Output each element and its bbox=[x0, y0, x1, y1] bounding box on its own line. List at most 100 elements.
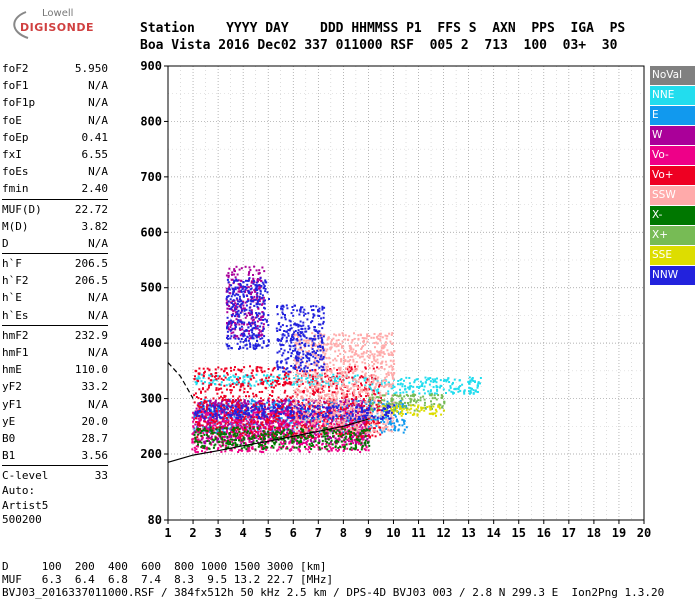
data-point-e bbox=[297, 424, 300, 427]
data-point-w bbox=[263, 403, 266, 406]
data-point-vo- bbox=[240, 383, 243, 386]
data-point-e bbox=[210, 425, 213, 428]
data-point-vo- bbox=[274, 384, 277, 387]
digisonde-logo: Lowell DIGISONDE bbox=[6, 8, 93, 44]
data-point-ssw bbox=[330, 399, 333, 402]
data-point-e bbox=[369, 401, 372, 404]
data-point-nne bbox=[211, 381, 214, 384]
data-point-ssw bbox=[353, 392, 356, 395]
data-point-vo- bbox=[283, 441, 285, 444]
data-point-w bbox=[345, 399, 347, 402]
data-point-vo- bbox=[338, 437, 341, 440]
data-point-vo- bbox=[331, 391, 334, 394]
data-point-vo- bbox=[239, 436, 242, 439]
data-point-vo- bbox=[297, 378, 300, 381]
data-point-vo- bbox=[285, 376, 288, 379]
data-point-ssw bbox=[311, 429, 314, 431]
data-point-vo- bbox=[265, 387, 268, 390]
data-point-ssw bbox=[314, 333, 317, 336]
data-point-x- bbox=[329, 429, 332, 432]
data-point-nne bbox=[469, 387, 472, 390]
param-name: foF1p bbox=[2, 96, 36, 110]
data-point-vo- bbox=[347, 437, 350, 440]
data-point-e bbox=[372, 410, 374, 413]
data-point-ssw bbox=[350, 347, 353, 350]
data-point-vo- bbox=[347, 376, 350, 379]
data-point-ssw bbox=[376, 336, 379, 338]
data-point-ssw bbox=[299, 366, 302, 369]
data-point-w bbox=[254, 421, 257, 424]
param-row: h`F2 206.5 bbox=[2, 272, 108, 289]
data-point-ssw bbox=[339, 366, 342, 369]
data-point-w bbox=[240, 438, 243, 441]
data-point-ssw bbox=[337, 344, 340, 347]
data-point-ssw bbox=[342, 393, 345, 396]
data-point-vo- bbox=[282, 422, 285, 425]
data-point-ssw bbox=[357, 414, 360, 417]
data-point-vo- bbox=[216, 422, 219, 425]
data-point-vo- bbox=[196, 422, 199, 425]
data-point-vo- bbox=[247, 449, 250, 452]
data-point-w bbox=[207, 411, 210, 414]
data-point-w bbox=[220, 402, 223, 405]
data-point-x- bbox=[257, 445, 260, 448]
data-point-nne bbox=[195, 377, 198, 380]
data-point-nne bbox=[434, 378, 437, 381]
data-point-e bbox=[370, 424, 373, 427]
data-point-vo- bbox=[244, 441, 247, 444]
data-point-vo- bbox=[279, 411, 282, 414]
data-point-vo- bbox=[346, 432, 349, 435]
data-point-vo- bbox=[212, 419, 215, 422]
data-point-ssw bbox=[380, 361, 383, 364]
data-point-x- bbox=[364, 429, 367, 432]
data-point-vo- bbox=[276, 375, 279, 378]
data-point-w bbox=[257, 401, 260, 404]
data-point-vo- bbox=[284, 397, 287, 400]
data-point-w bbox=[256, 325, 259, 327]
data-point-vo- bbox=[261, 409, 264, 412]
data-point-vo- bbox=[193, 394, 196, 397]
data-point-vo- bbox=[195, 370, 198, 372]
data-point-ssw bbox=[386, 426, 389, 429]
data-point-ssw bbox=[359, 413, 362, 416]
data-point-nne bbox=[277, 374, 280, 377]
data-point-vo- bbox=[360, 382, 362, 385]
data-point-ssw bbox=[384, 376, 387, 379]
data-point-ssw bbox=[306, 388, 309, 391]
data-point-vo- bbox=[320, 396, 323, 399]
data-point-ssw bbox=[373, 399, 376, 402]
data-point-e bbox=[379, 428, 382, 431]
data-point-w bbox=[258, 400, 261, 402]
data-point-vo- bbox=[235, 399, 237, 402]
data-point-ssw bbox=[385, 373, 388, 375]
data-point-vo- bbox=[282, 426, 285, 429]
data-point-vo- bbox=[343, 440, 346, 443]
data-point-ssw bbox=[305, 403, 308, 406]
data-point-ssw bbox=[379, 362, 382, 365]
data-point-ssw bbox=[335, 342, 338, 345]
data-point-vo- bbox=[361, 376, 364, 379]
param-divider bbox=[2, 198, 108, 200]
data-point-vo- bbox=[200, 411, 203, 414]
data-point-ssw bbox=[298, 379, 301, 382]
data-point-vo- bbox=[208, 384, 211, 387]
param-name: h`E bbox=[2, 291, 22, 305]
data-point-vo- bbox=[339, 378, 342, 381]
data-point-w bbox=[311, 420, 314, 423]
data-point-e bbox=[202, 406, 205, 409]
data-point-ssw bbox=[357, 429, 360, 432]
data-point-vo- bbox=[200, 418, 202, 421]
data-point-ssw bbox=[335, 424, 338, 427]
data-point-nne bbox=[208, 374, 211, 377]
data-point-nne bbox=[371, 389, 374, 392]
data-point-vo- bbox=[339, 372, 342, 375]
data-point-nne bbox=[424, 376, 427, 379]
data-point-vo- bbox=[362, 438, 364, 441]
data-point-ssw bbox=[344, 394, 347, 397]
data-point-ssw bbox=[392, 425, 395, 428]
data-point-ssw bbox=[356, 365, 359, 368]
data-point-w bbox=[228, 267, 231, 270]
data-point-nne bbox=[402, 391, 405, 394]
data-point-nne bbox=[216, 374, 219, 377]
data-point-w bbox=[289, 428, 292, 431]
